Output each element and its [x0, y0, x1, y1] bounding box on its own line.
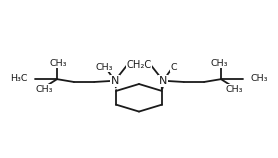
- Text: CH₃: CH₃: [225, 85, 243, 94]
- Text: H₃C: H₃C: [10, 74, 28, 83]
- Polygon shape: [161, 81, 165, 91]
- Text: N: N: [111, 76, 119, 86]
- Text: CH₃: CH₃: [250, 74, 268, 83]
- Text: CH₃: CH₃: [35, 85, 53, 94]
- Text: CH₃: CH₃: [50, 58, 67, 67]
- Text: N: N: [159, 76, 167, 86]
- Text: C: C: [170, 63, 177, 72]
- Text: CH₃: CH₃: [211, 58, 228, 67]
- Text: CH₂C: CH₂C: [126, 60, 152, 70]
- Text: CH₃: CH₃: [96, 63, 113, 72]
